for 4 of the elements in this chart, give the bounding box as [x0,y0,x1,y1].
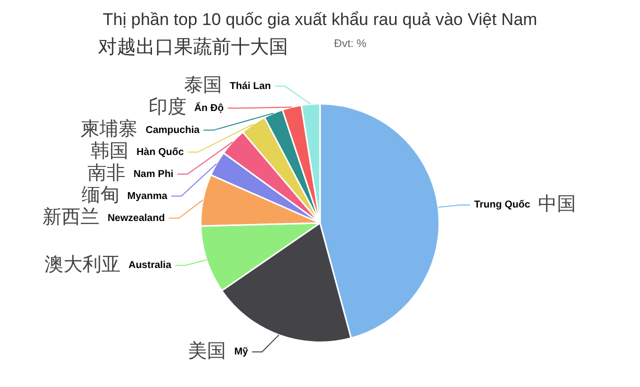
chart-title: Thị phần top 10 quốc gia xuất khẩu rau quả vào Việt Nam [102,10,538,30]
text: Đvt: % [334,38,366,50]
slice-label: Trung Quốc 中国 [474,192,576,215]
chart-subtitle: 对越出口果蔬前十大国 [98,36,288,60]
